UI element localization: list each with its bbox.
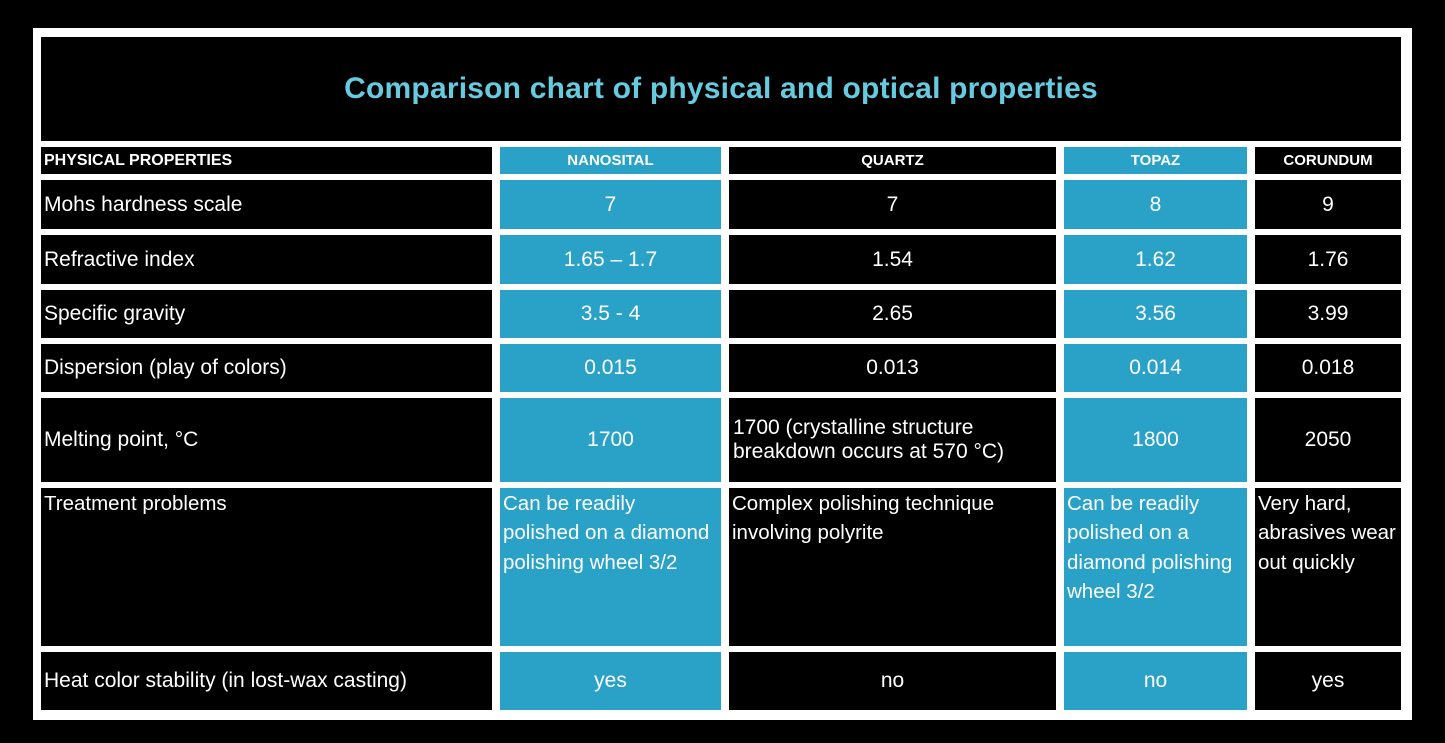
- property-label-specific-gravity: Specific gravity: [41, 290, 492, 338]
- property-label-melting-point: Melting point, °C: [41, 398, 492, 482]
- table-title-cell: Comparison chart of physical and optical…: [41, 37, 1401, 141]
- comparison-table: Comparison chart of physical and optical…: [41, 37, 1403, 711]
- value-topaz-treatment: Can be readily polished on a diamond pol…: [1064, 488, 1247, 646]
- value-topaz-gravity: 3.56: [1064, 290, 1247, 338]
- page-title: Comparison chart of physical and optical…: [344, 72, 1098, 105]
- column-header-topaz: TOPAZ: [1064, 147, 1247, 174]
- value-topaz-refractive: 1.62: [1064, 235, 1247, 284]
- value-nanosital-dispersion: 0.015: [500, 344, 721, 392]
- comparison-table-panel: Comparison chart of physical and optical…: [33, 28, 1412, 720]
- property-label-refractive-index: Refractive index: [41, 235, 492, 284]
- value-quartz-mohs: 7: [729, 180, 1056, 229]
- value-corundum-treatment: Very hard, abrasives wear out quickly: [1255, 488, 1401, 646]
- property-label-heat-color-stability: Heat color stability (in lost-wax castin…: [41, 652, 492, 710]
- value-quartz-heat-stability: no: [729, 652, 1056, 710]
- column-header-quartz: QUARTZ: [729, 147, 1056, 174]
- value-nanosital-refractive: 1.65 – 1.7: [500, 235, 721, 284]
- value-nanosital-gravity: 3.5 - 4: [500, 290, 721, 338]
- value-topaz-dispersion: 0.014: [1064, 344, 1247, 392]
- column-header-physical-properties: PHYSICAL PROPERTIES: [41, 147, 492, 174]
- value-topaz-heat-stability: no: [1064, 652, 1247, 710]
- value-nanosital-melting: 1700: [500, 398, 721, 482]
- value-quartz-treatment: Complex polishing technique involving po…: [729, 488, 1056, 646]
- column-header-corundum: CORUNDUM: [1255, 147, 1401, 174]
- value-corundum-heat-stability: yes: [1255, 652, 1401, 710]
- value-corundum-dispersion: 0.018: [1255, 344, 1401, 392]
- property-label-dispersion: Dispersion (play of colors): [41, 344, 492, 392]
- value-quartz-dispersion: 0.013: [729, 344, 1056, 392]
- value-corundum-melting: 2050: [1255, 398, 1401, 482]
- value-nanosital-treatment: Can be readily polished on a diamond pol…: [500, 488, 721, 646]
- value-corundum-gravity: 3.99: [1255, 290, 1401, 338]
- property-label-mohs-hardness: Mohs hardness scale: [41, 180, 492, 229]
- value-quartz-melting: 1700 (crystalline structure breakdown oc…: [729, 398, 1056, 482]
- value-nanosital-heat-stability: yes: [500, 652, 721, 710]
- value-corundum-mohs: 9: [1255, 180, 1401, 229]
- value-quartz-refractive: 1.54: [729, 235, 1056, 284]
- value-topaz-mohs: 8: [1064, 180, 1247, 229]
- column-header-nanosital: NANOSITAL: [500, 147, 721, 174]
- property-label-treatment-problems: Treatment problems: [41, 488, 492, 646]
- value-quartz-gravity: 2.65: [729, 290, 1056, 338]
- value-nanosital-mohs: 7: [500, 180, 721, 229]
- value-topaz-melting: 1800: [1064, 398, 1247, 482]
- value-corundum-refractive: 1.76: [1255, 235, 1401, 284]
